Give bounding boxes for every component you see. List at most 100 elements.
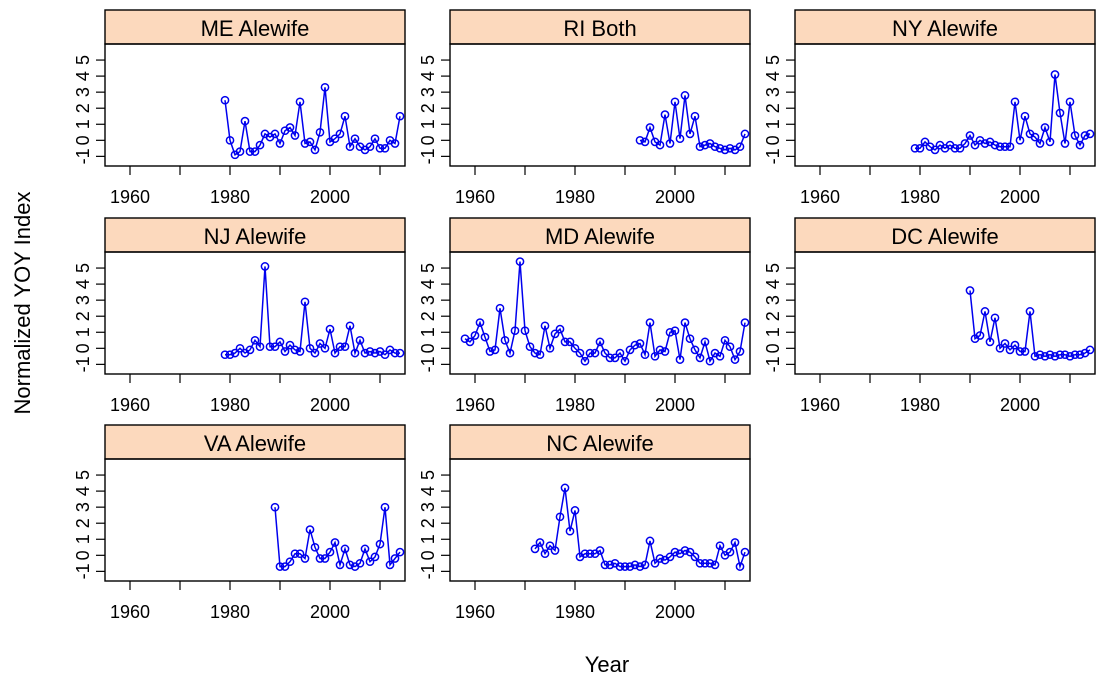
data-point: [740, 318, 750, 327]
data-point: [275, 562, 285, 571]
data-point: [1010, 97, 1020, 107]
plot-frame: [104, 458, 406, 582]
data-point: [740, 547, 750, 557]
data-point: [650, 351, 660, 361]
x-tick-label: 1980: [900, 395, 940, 415]
data-point: [600, 348, 610, 358]
data-point: [360, 348, 370, 358]
data-point: [270, 342, 280, 352]
data-point: [1080, 131, 1090, 140]
data-point: [225, 135, 235, 145]
data-point: [340, 111, 350, 121]
y-tick-label: 3: [73, 87, 93, 97]
x-tick-label: 1980: [210, 395, 250, 415]
y-tick-label: 4: [73, 71, 93, 81]
panel-8: NC Alewife 1960 1980 2000 -1 0 1 2 3 4 5: [418, 424, 751, 622]
data-point: [635, 339, 645, 348]
data-point: [930, 145, 940, 155]
y-tick-label: -1: [763, 356, 783, 372]
data-point: [1075, 350, 1085, 360]
y-tick-label: 4: [73, 486, 93, 496]
y-tick-label: 1: [73, 534, 93, 544]
panel-strip: [794, 9, 1096, 45]
panel-4: NJ Alewife 1960 1980 2000 -1 0 1 2 3 4 5: [73, 217, 406, 415]
data-point: [320, 554, 330, 563]
data-point: [550, 329, 560, 339]
data-point: [515, 257, 525, 266]
data-point: [575, 348, 585, 358]
data-point: [245, 147, 255, 156]
data-point: [545, 541, 555, 551]
panel-title: NJ Alewife: [204, 224, 307, 249]
y-tick-label: 0: [418, 343, 438, 353]
data-point: [950, 143, 960, 153]
data-point: [1070, 350, 1080, 360]
series-line: [969, 290, 1091, 358]
data-point: [655, 140, 665, 150]
data-point: [295, 549, 305, 559]
data-point: [485, 347, 495, 356]
data-point: [565, 337, 575, 347]
data-point: [310, 542, 320, 552]
data-point: [560, 337, 570, 347]
data-point: [390, 139, 400, 148]
y-tick-label: 1: [73, 119, 93, 129]
y-tick-label: 5: [73, 263, 93, 273]
x-tick-label: 2000: [1000, 395, 1040, 415]
data-point: [665, 139, 675, 148]
data-point: [285, 557, 295, 567]
data-point: [380, 502, 390, 512]
y-tick-label: 4: [73, 279, 93, 289]
data-point: [635, 135, 645, 145]
data-point: [1060, 139, 1070, 148]
data-point: [295, 347, 305, 356]
data-point: [305, 137, 315, 147]
data-point: [335, 342, 345, 352]
y-tick-label: 0: [73, 343, 93, 353]
x-tick-label: 1960: [800, 187, 840, 207]
data-point: [995, 343, 1005, 353]
plot-frame: [449, 458, 751, 582]
panel-3: NY Alewife 1960 1980 2000 -1 0 1 2 3 4 5: [763, 9, 1096, 207]
y-tick-label: 3: [73, 502, 93, 512]
data-point: [620, 356, 630, 366]
data-point: [680, 546, 690, 555]
data-point: [1030, 351, 1040, 361]
data-point: [355, 558, 365, 568]
data-point: [640, 560, 650, 570]
data-point: [660, 347, 670, 356]
data-point: [645, 536, 655, 546]
data-point: [655, 554, 665, 563]
data-point: [690, 345, 700, 355]
data-point: [385, 560, 395, 570]
data-point: [725, 342, 735, 352]
data-point: [965, 286, 975, 295]
y-tick-label: 4: [418, 486, 438, 496]
y-tick-label: 2: [418, 103, 438, 113]
data-point: [365, 142, 375, 152]
data-point: [690, 111, 700, 121]
x-tick-label: 1980: [555, 602, 595, 622]
data-point: [690, 552, 700, 562]
data-point: [715, 143, 725, 153]
x-tick-label: 2000: [655, 602, 695, 622]
y-tick-label: 1: [763, 327, 783, 337]
data-point: [270, 129, 280, 139]
data-point: [970, 140, 980, 150]
data-point: [1055, 108, 1065, 118]
data-point: [680, 91, 690, 100]
y-tick-label: -1: [73, 356, 93, 372]
y-tick-label: 4: [418, 279, 438, 289]
data-point: [710, 560, 720, 570]
data-point: [345, 560, 355, 570]
data-point: [1015, 135, 1025, 145]
data-point: [610, 353, 620, 363]
y-tick-label: -1: [73, 148, 93, 164]
panel-strip: [104, 217, 406, 253]
data-point: [375, 143, 385, 153]
data-point: [370, 348, 380, 358]
data-point: [1085, 129, 1095, 139]
data-point: [675, 134, 685, 144]
